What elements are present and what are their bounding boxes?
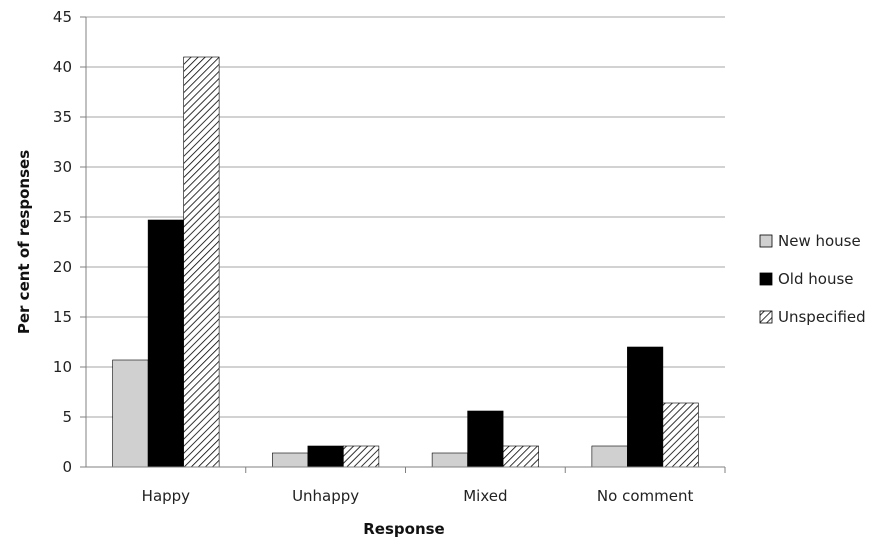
bar-old-house [467,410,504,468]
bar-unspecified [502,445,539,468]
bar-unspecified [662,402,699,468]
legend: New house Old house Unspecified [759,232,866,326]
x-tick-label: Happy [142,487,191,505]
bar-unspecified [343,445,380,468]
y-axis-title: Per cent of responses [15,150,33,334]
y-tick-label: 25 [53,208,72,226]
x-tick-labels: Happy Unhappy Mixed No comment [142,487,694,505]
bars [112,56,699,468]
bar-old-house [147,219,184,468]
legend-swatch-old-house [759,272,773,286]
x-tick-label: No comment [597,487,694,505]
bar-old-house [307,445,344,468]
bar-new-house [112,359,149,468]
y-tick-label: 0 [62,458,72,476]
y-tick-labels: 0 5 10 15 20 25 30 35 40 45 [53,8,72,476]
y-tick-label: 35 [53,108,72,126]
y-tick-label: 45 [53,8,72,26]
legend-label: New house [778,232,861,250]
bar-new-house [431,452,468,468]
legend-label: Unspecified [778,308,866,326]
y-tick-label: 40 [53,58,72,76]
y-tick-label: 15 [53,308,72,326]
axes [85,17,726,473]
legend-swatch-new-house [759,234,773,248]
bar-new-house [591,445,628,468]
legend-swatch-unspecified [759,310,773,324]
x-tick-label: Mixed [463,487,507,505]
y-tick-label: 10 [53,358,72,376]
y-tick-label: 20 [53,258,72,276]
legend-label: Old house [778,270,854,288]
y-tick-label: 30 [53,158,72,176]
y-tick-label: 5 [62,408,72,426]
bar-old-house [627,346,664,468]
bar-new-house [272,452,309,468]
x-tick-label: Unhappy [292,487,359,505]
bar-unspecified [183,56,220,468]
x-axis-title: Response [363,520,444,538]
